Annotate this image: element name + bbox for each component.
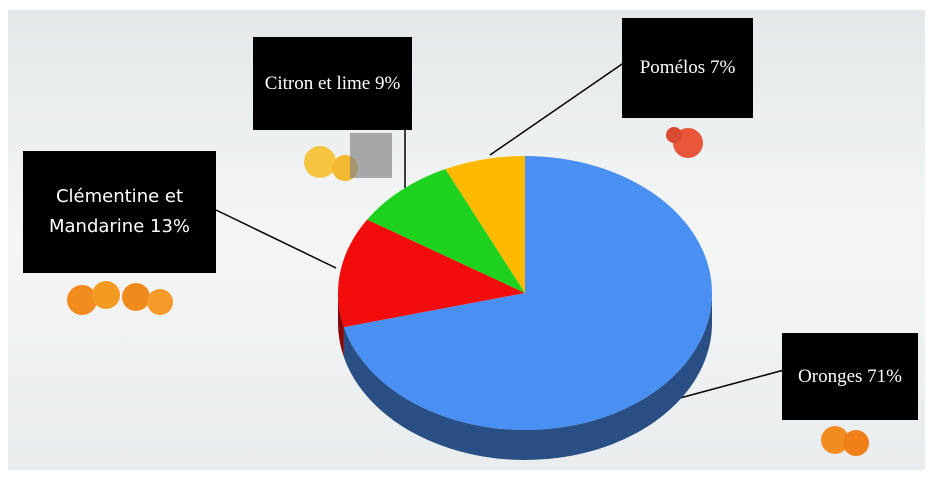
label-box: Oronges 71% bbox=[782, 333, 918, 420]
slice bbox=[367, 169, 525, 293]
slice bbox=[445, 156, 525, 293]
label-box: Clémentine et Mandarine 13% bbox=[23, 151, 216, 273]
slice-side bbox=[338, 293, 344, 358]
slice bbox=[343, 156, 712, 430]
fruit-decor bbox=[67, 127, 869, 456]
category-label: Pomélos bbox=[639, 57, 706, 78]
category-label: Oronges bbox=[798, 365, 863, 387]
pie bbox=[338, 156, 712, 461]
category-label: Clémentine et Mandarine bbox=[48, 186, 184, 237]
leader-lines bbox=[215, 61, 785, 399]
category-label: Citron et lime bbox=[264, 72, 371, 94]
slice-side bbox=[343, 293, 712, 461]
label-box: Citron et lime 9% bbox=[253, 37, 412, 130]
value-label: 13% bbox=[150, 216, 191, 237]
value-label: 7% bbox=[709, 57, 736, 78]
value-label: 71% bbox=[867, 365, 902, 387]
value-label: 9% bbox=[374, 72, 401, 94]
slice bbox=[338, 219, 525, 328]
label-box: Pomélos 7% bbox=[622, 18, 753, 118]
